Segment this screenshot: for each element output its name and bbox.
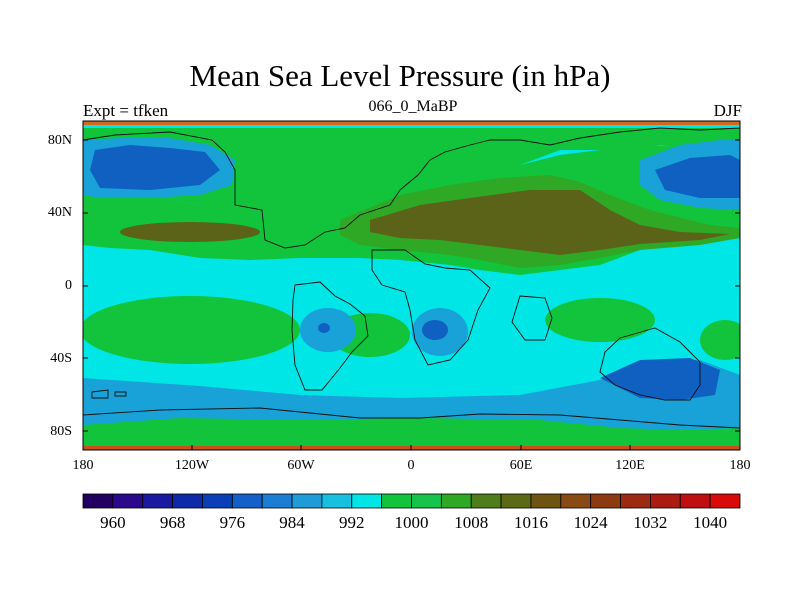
asian-high-core (370, 190, 730, 255)
pressure-field (83, 121, 740, 450)
y-tick-label: 80S (50, 424, 72, 439)
south-pacific-high (83, 296, 300, 364)
colorbar-label: 1008 (454, 513, 489, 532)
colorbar-label: 1040 (693, 513, 728, 532)
experiment-label: Expt = tfken (83, 101, 169, 120)
north-pacific-low-core (90, 145, 220, 190)
colorbar (82, 493, 741, 509)
colorbar-label: 960 (100, 513, 126, 532)
colorbar-label: 1024 (573, 513, 608, 532)
coastline-africa (371, 249, 491, 366)
colorbar-label: 976 (219, 513, 246, 532)
colorbar-swatch (679, 493, 711, 509)
coastline-small-islands (91, 389, 127, 399)
colorbar-label: 1000 (394, 513, 429, 532)
colorbar-swatch (202, 493, 233, 509)
x-tick-label: 60W (287, 458, 315, 473)
period-label: 066_0_MaBP (368, 98, 458, 115)
colorbar-swatch (351, 493, 383, 509)
x-tick-label: 120E (615, 458, 645, 473)
colorbar-swatch (709, 493, 741, 509)
north-pole-strip (83, 121, 740, 125)
colorbar-swatch (231, 493, 263, 509)
southern-low-core (600, 358, 720, 400)
x-tick-label: 180 (72, 458, 94, 473)
colorbar-swatch (142, 493, 173, 509)
colorbar-swatch (560, 493, 592, 509)
x-tick-label: 0 (407, 458, 415, 473)
north-high-band (83, 128, 740, 205)
coastline-indian-islands (511, 295, 553, 341)
coastline-antarctica (83, 407, 740, 429)
y-tick-label: 40S (50, 351, 72, 366)
map-title: Mean Sea Level Pressure (in hPa) (189, 58, 611, 93)
season-label: DJF (713, 101, 742, 120)
y-tick-label: 40N (47, 205, 72, 220)
indian-ocean-high (545, 298, 655, 342)
south-america-low-core (318, 323, 330, 333)
colorbar-label: 984 (279, 513, 305, 532)
coastline-australia (599, 327, 701, 401)
colorbar-label: 968 (159, 513, 186, 532)
colorbar-swatch (411, 493, 442, 509)
colorbar-label: 992 (339, 513, 365, 532)
colorbar-swatch (261, 493, 293, 509)
colorbar-swatch (172, 493, 203, 509)
x-ticks (191, 445, 631, 450)
antarctic-high-band (83, 418, 740, 446)
colorbar-swatch (650, 493, 681, 509)
colorbar-label: 1032 (633, 513, 668, 532)
colorbar-swatch (620, 493, 651, 509)
coastline-north (83, 127, 740, 249)
north-atlantic-low-core (655, 155, 740, 198)
y-tick-label: 0 (65, 278, 72, 293)
colorbar-swatch (500, 493, 532, 509)
coastline-south-america (291, 281, 369, 391)
colorbar-swatch (381, 493, 412, 509)
east-pacific-high (700, 320, 740, 360)
colorbar-swatch (440, 493, 472, 509)
colorbar-swatch (82, 493, 114, 509)
colorbar-swatch (112, 493, 144, 509)
x-tick-label: 180 (729, 458, 751, 473)
x-tick-label: 60E (509, 458, 533, 473)
colorbar-swatch (590, 493, 621, 509)
x-tick-label: 120W (174, 458, 210, 473)
colorbar-swatch (291, 493, 323, 509)
y-ticks (83, 139, 740, 432)
colorbar-swatch (321, 493, 353, 509)
africa-low-core (422, 320, 448, 340)
colorbar-label: 1016 (513, 513, 548, 532)
y-tick-label: 80N (47, 133, 72, 148)
colorbar-swatch (530, 493, 562, 509)
pacific-high-core (120, 222, 260, 242)
colorbar-swatch (470, 493, 502, 509)
coastlines (83, 127, 740, 429)
